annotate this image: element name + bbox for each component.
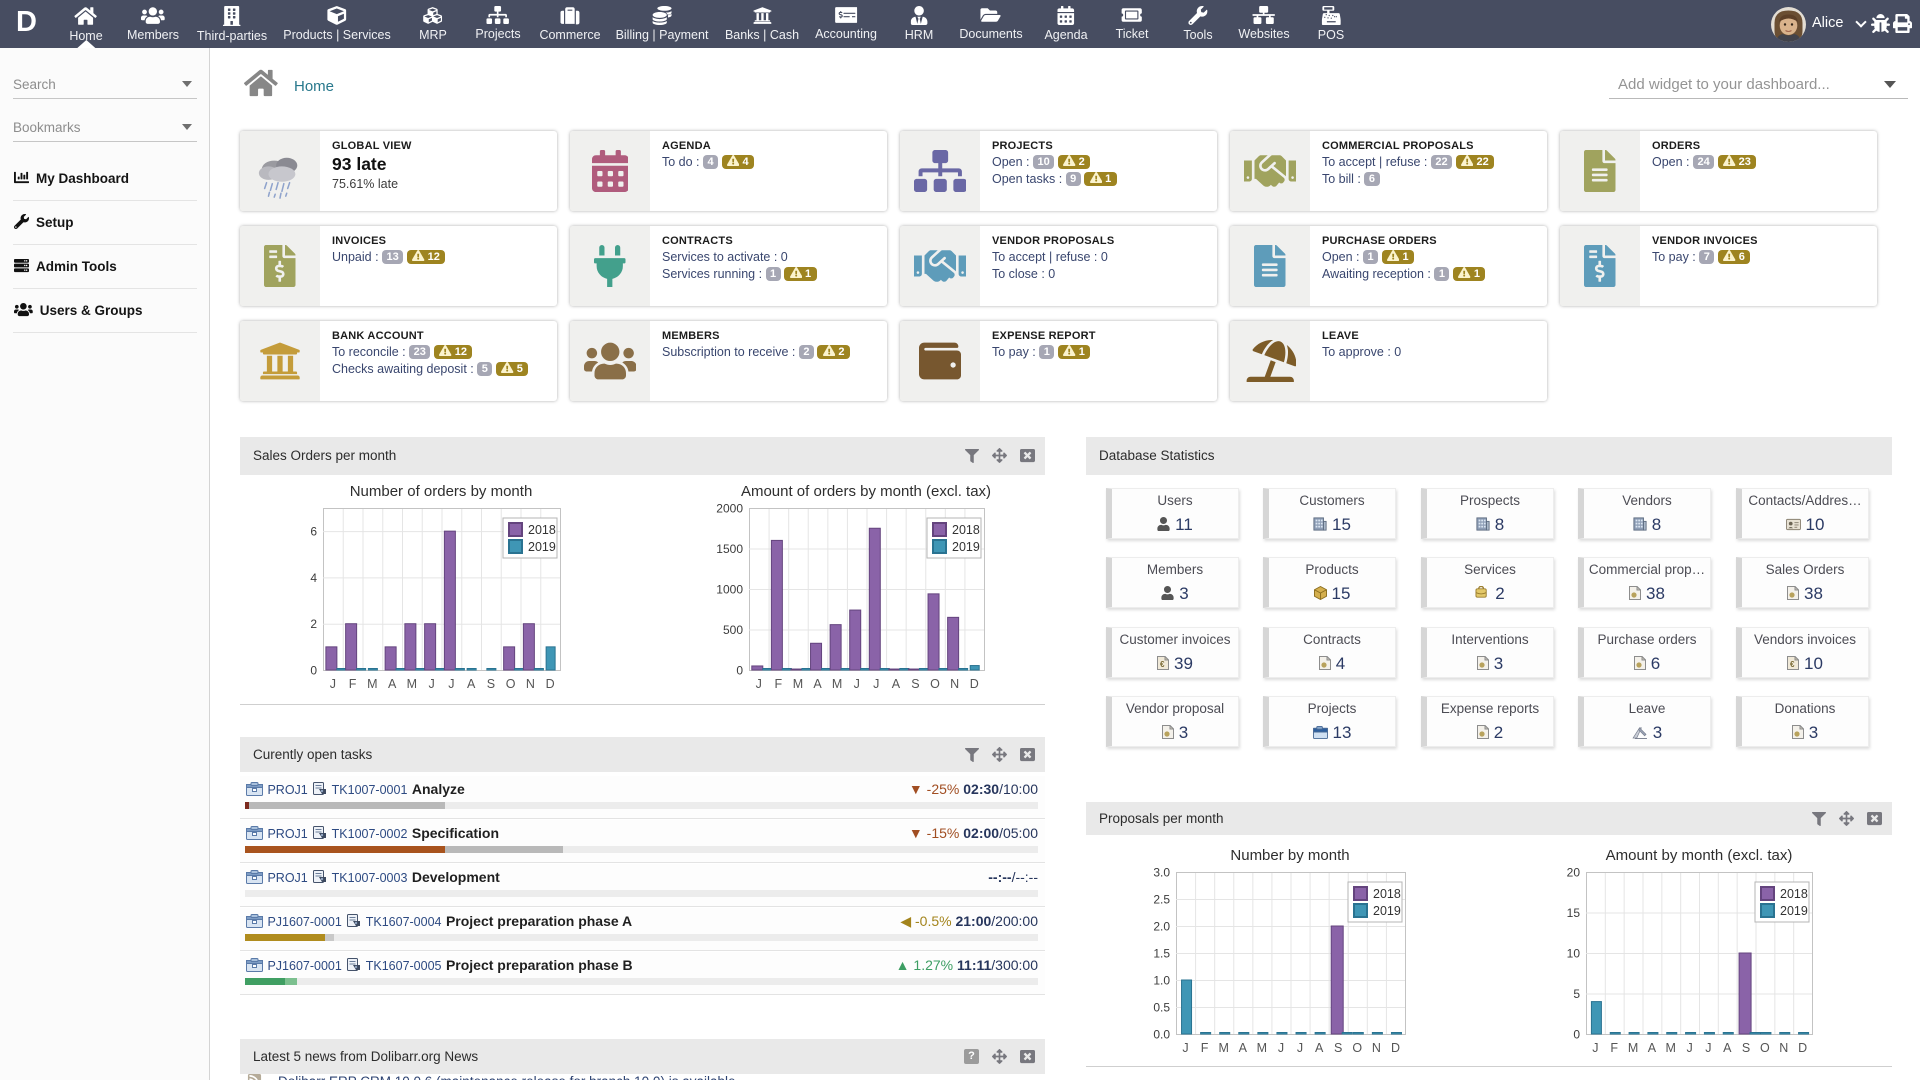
svg-text:2.5: 2.5 — [1153, 893, 1170, 907]
svg-text:J: J — [429, 677, 435, 691]
svg-text:S: S — [487, 677, 495, 691]
svg-text:F: F — [1201, 1041, 1209, 1055]
svg-text:2019: 2019 — [528, 540, 556, 554]
svg-text:€: € — [1790, 660, 1795, 669]
svg-text:0.0: 0.0 — [1153, 1028, 1170, 1042]
svg-text:0.5: 0.5 — [1153, 1001, 1170, 1015]
svg-text:1000: 1000 — [716, 583, 743, 597]
svg-text:15: 15 — [1567, 906, 1581, 920]
svg-text:5: 5 — [1573, 987, 1580, 1001]
svg-text:N: N — [1372, 1041, 1381, 1055]
svg-text:D: D — [1391, 1041, 1400, 1055]
svg-text:N: N — [1779, 1041, 1788, 1055]
svg-text:O: O — [1352, 1041, 1362, 1055]
svg-text:10: 10 — [1567, 947, 1581, 961]
svg-text:J: J — [1182, 1041, 1188, 1055]
svg-text:F: F — [349, 677, 357, 691]
svg-text:Amount by month (excl. tax): Amount by month (excl. tax) — [1606, 847, 1793, 864]
svg-text:A: A — [1315, 1041, 1324, 1055]
svg-text:J: J — [756, 677, 762, 691]
svg-text:J: J — [448, 677, 454, 691]
svg-text:F: F — [1610, 1041, 1618, 1055]
svg-text:D: D — [970, 677, 979, 691]
svg-text:2018: 2018 — [952, 523, 980, 537]
svg-text:2018: 2018 — [1780, 887, 1808, 901]
svg-text:M: M — [1628, 1041, 1638, 1055]
svg-text:J: J — [1592, 1041, 1598, 1055]
svg-text:J: J — [873, 677, 879, 691]
svg-text:2019: 2019 — [1373, 904, 1401, 918]
svg-text:Amount of orders by month (exc: Amount of orders by month (excl. tax) — [741, 483, 991, 500]
svg-text:M: M — [1257, 1041, 1267, 1055]
svg-text:J: J — [1686, 1041, 1692, 1055]
svg-text:4: 4 — [310, 571, 317, 585]
svg-text:J: J — [1297, 1041, 1303, 1055]
svg-text:0: 0 — [736, 664, 743, 678]
svg-text:Number by month: Number by month — [1230, 847, 1349, 864]
svg-text:D: D — [1798, 1041, 1807, 1055]
svg-text:A: A — [467, 677, 476, 691]
svg-text:D: D — [546, 677, 555, 691]
svg-text:2018: 2018 — [528, 523, 556, 537]
svg-text:A: A — [1648, 1041, 1657, 1055]
svg-text:O: O — [1760, 1041, 1770, 1055]
svg-text:S: S — [1334, 1041, 1342, 1055]
svg-text:2.0: 2.0 — [1153, 920, 1170, 934]
svg-text:3.0: 3.0 — [1153, 866, 1170, 880]
svg-text:A: A — [1723, 1041, 1732, 1055]
svg-text:M: M — [1218, 1041, 1228, 1055]
svg-text:2019: 2019 — [952, 540, 980, 554]
svg-text:S: S — [911, 677, 919, 691]
svg-text:1.5: 1.5 — [1153, 947, 1170, 961]
svg-text:2: 2 — [310, 617, 317, 631]
svg-text:A: A — [892, 677, 901, 691]
svg-text:A: A — [388, 677, 397, 691]
svg-text:500: 500 — [723, 623, 743, 637]
svg-text:O: O — [930, 677, 940, 691]
svg-text:M: M — [832, 677, 842, 691]
svg-text:S: S — [1742, 1041, 1750, 1055]
svg-text:J: J — [854, 677, 860, 691]
svg-text:20: 20 — [1567, 866, 1581, 880]
svg-text:M: M — [793, 677, 803, 691]
svg-text:€: € — [1160, 660, 1165, 669]
svg-text:A: A — [813, 677, 822, 691]
svg-text:M: M — [407, 677, 417, 691]
svg-text:6: 6 — [310, 525, 317, 539]
svg-text:J: J — [1705, 1041, 1711, 1055]
svg-text:0: 0 — [1573, 1028, 1580, 1042]
svg-text:M: M — [1666, 1041, 1676, 1055]
svg-text:J: J — [330, 677, 336, 691]
svg-text:0: 0 — [310, 664, 317, 678]
svg-text:1.0: 1.0 — [1153, 974, 1170, 988]
svg-text:M: M — [367, 677, 377, 691]
svg-text:N: N — [526, 677, 535, 691]
svg-text:F: F — [775, 677, 783, 691]
svg-text:2019: 2019 — [1780, 904, 1808, 918]
svg-text:O: O — [506, 677, 516, 691]
svg-text:J: J — [1278, 1041, 1284, 1055]
svg-text:Number of orders by month: Number of orders by month — [350, 483, 533, 500]
svg-text:1500: 1500 — [716, 542, 743, 556]
svg-text:N: N — [950, 677, 959, 691]
svg-text:A: A — [1239, 1041, 1248, 1055]
svg-text:2000: 2000 — [716, 502, 743, 516]
svg-text:2018: 2018 — [1373, 887, 1401, 901]
